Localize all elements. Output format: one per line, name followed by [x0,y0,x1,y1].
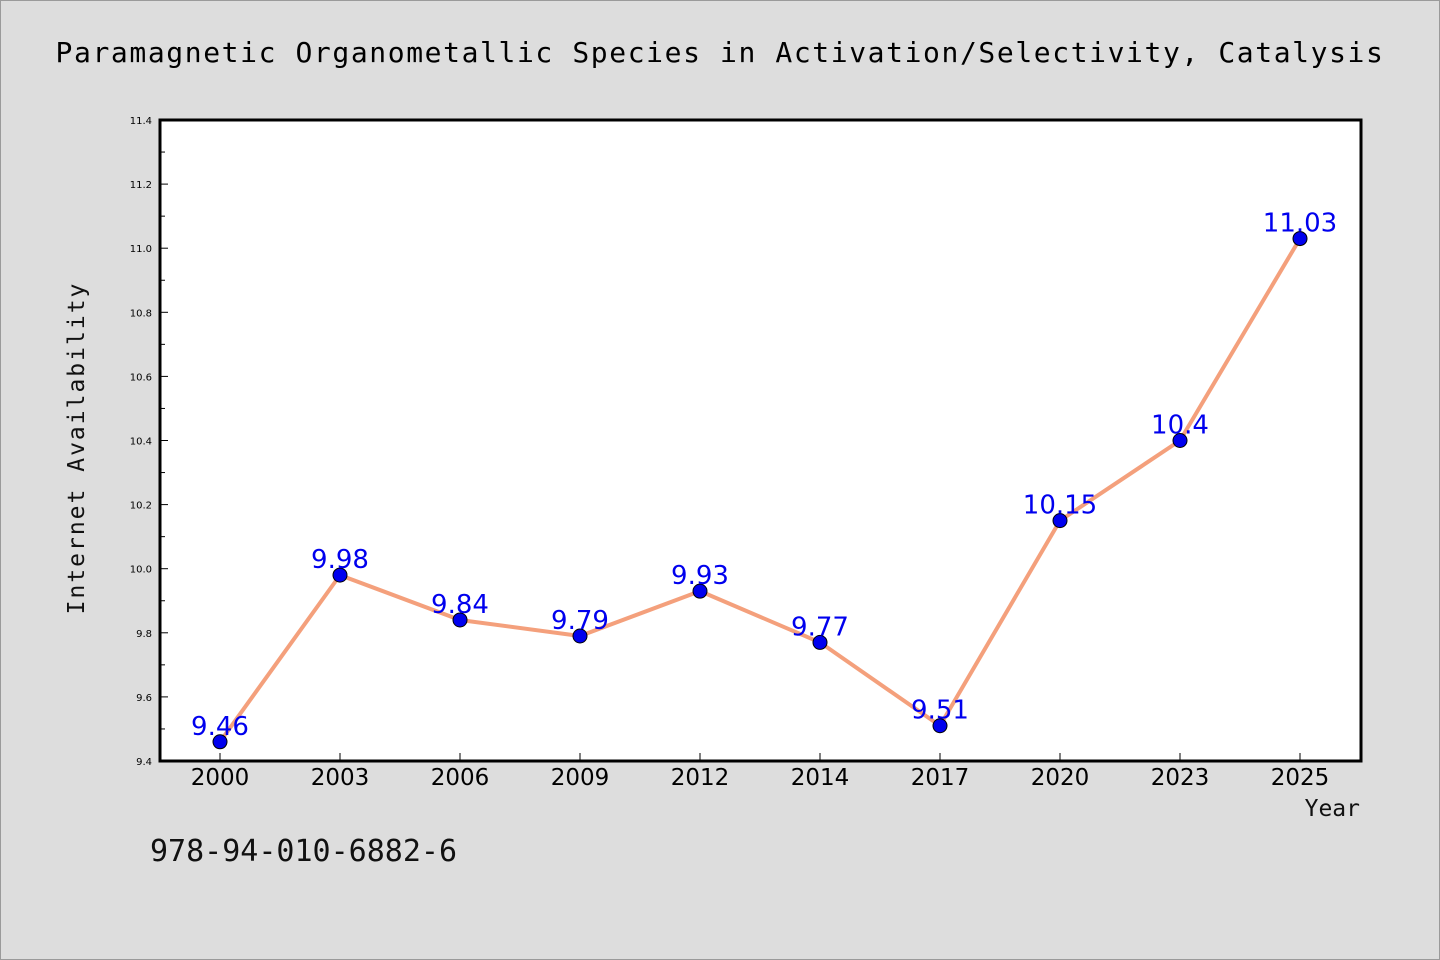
x-tick-label: 2017 [911,765,970,791]
y-tick-label: 10.6 [130,372,152,383]
plot-area [160,120,1361,761]
data-point [812,634,828,650]
y-tick-label: 11.0 [130,244,152,255]
data-point [692,583,708,599]
x-tick-label: 2023 [1151,765,1210,791]
data-point [1052,513,1068,529]
data-label: 10.4 [1151,411,1209,441]
y-tick-label: 10.8 [130,308,152,319]
x-tick-label: 2020 [1031,765,1090,791]
data-point [212,734,228,750]
y-tick-label: 11.2 [130,180,152,191]
y-tick-label: 9.6 [136,693,152,704]
x-tick-label: 2006 [431,765,490,791]
y-tick-label: 11.4 [130,116,152,127]
x-tick-label: 2003 [311,765,370,791]
data-point [1172,433,1188,448]
y-tick-label: 10.2 [130,501,152,512]
data-label: 9.79 [551,606,609,636]
data-point [1292,231,1308,247]
data-point [932,718,948,734]
isbn-footer: 978-94-010-6882-6 [150,834,458,869]
data-label: 9.93 [671,561,729,591]
chart-title: Paramagnetic Organometallic Species in A… [55,36,1385,69]
data-point [452,612,468,628]
x-tick-label: 2014 [791,765,850,791]
data-point [332,567,348,583]
x-tick-label: 2009 [551,765,610,791]
y-tick-label: 10.4 [130,437,152,448]
data-label: 9.84 [431,590,489,620]
x-axis-label: Year [1304,796,1360,822]
y-tick-label: 10.0 [130,565,152,576]
x-tick-label: 2012 [671,765,730,791]
plot-border [158,118,1363,763]
y-tick-label: 9.4 [136,757,152,768]
data-label: 9.51 [911,696,969,726]
data-label: 9.77 [791,612,849,642]
data-label: 10.15 [1023,491,1097,521]
data-label: 11.03 [1263,209,1337,239]
data-label: 9.46 [191,712,249,742]
x-tick-label: 2000 [191,765,250,791]
data-label: 9.98 [311,545,369,575]
series-line [218,237,1302,743]
x-tick-label: 2025 [1271,765,1330,791]
data-point [572,628,588,644]
y-tick-label: 9.8 [136,629,152,640]
